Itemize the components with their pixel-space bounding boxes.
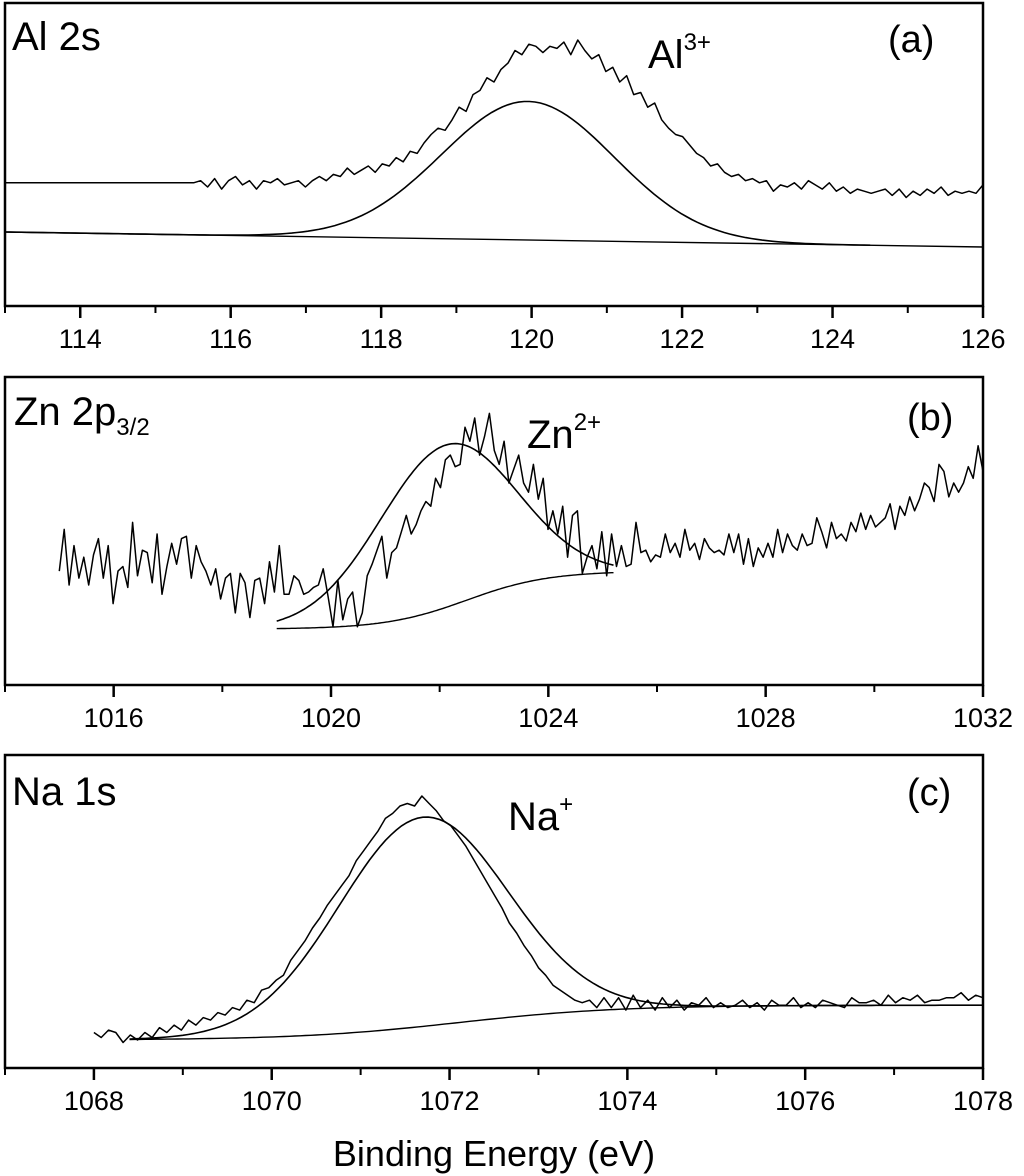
panel-b-curves [58,412,984,630]
fitted-peak-line [276,442,614,622]
panel-b-element-sub: 3/2 [116,414,149,441]
x-tick-label: 114 [59,324,102,354]
x-tick-label: 1028 [736,703,796,733]
panel-c-element-label: Na 1s [12,770,117,814]
panel-a-frame [3,1,985,308]
x-tick-label: 1032 [953,703,1013,733]
fitted-peak-line [129,816,983,1040]
x-tick-label: 126 [960,324,1005,354]
x-tick-label: 1016 [84,703,144,733]
panel-c: Na 1s (c) Na+ 1068 1070 1072 1074 1076 1078 [3,753,1013,1116]
panel-a-tag: (a) [888,19,934,61]
panel-b-species-sup: 2+ [574,409,601,436]
x-tick-label: 124 [810,324,855,354]
x-tick-label: 116 [209,324,252,354]
panel-c-x-axis: 1068 1070 1072 1074 1076 1078 [4,1068,1013,1116]
raw-spectrum-line [5,39,984,199]
x-tick-label: 1078 [953,1086,1013,1116]
panel-c-curves [93,795,984,1044]
x-tick-label: 1020 [301,703,361,733]
panel-a-species-sup: 3+ [684,29,711,56]
panel-b: Zn 2p3/2 (b) Zn2+ 1016 1020 1024 1028 1032 [3,375,1013,733]
panel-b-element-label: Zn 2p3/2 [14,390,150,441]
background-line [276,572,614,630]
raw-spectrum-line [58,412,984,628]
panel-b-element-main: Zn 2p [14,390,116,434]
x-tick-label: 122 [660,324,705,354]
panel-b-frame [3,375,985,687]
x-tick-label: 1072 [420,1086,480,1116]
x-tick-label: 120 [509,324,554,354]
x-tick-label: 118 [360,324,403,354]
panel-b-x-axis: 1016 1020 1024 1028 1032 [4,685,1013,733]
x-axis-title: Binding Energy (eV) [333,1133,655,1174]
panel-a-x-axis: 114 116 118 120 122 124 126 [4,306,1006,354]
x-tick-label: 1068 [64,1086,124,1116]
panel-c-tag: (c) [907,772,951,814]
panel-c-species-label: Na+ [508,791,573,839]
x-tick-label: 1070 [242,1086,302,1116]
panel-a-curves [4,39,984,248]
panel-b-tag: (b) [907,397,953,439]
panel-c-species-main: Na [508,795,560,839]
panel-a-element-label: Al 2s [12,15,101,59]
raw-spectrum-line [93,795,984,1044]
panel-c-frame [3,753,985,1070]
fitted-peak-line [4,100,871,246]
panel-a: Al 2s (a) Al3+ 114 116 118 120 122 124 126 [3,1,1006,354]
x-tick-label: 1074 [597,1086,657,1116]
x-tick-label: 1024 [518,703,578,733]
x-tick-label: 1076 [775,1086,835,1116]
panel-a-species-label: Al3+ [648,29,711,77]
panel-a-species-main: Al [648,33,684,77]
panel-b-species-main: Zn [527,413,574,457]
panel-b-species-label: Zn2+ [527,409,601,457]
panel-c-species-sup: + [559,791,573,818]
background-line [129,1004,983,1041]
